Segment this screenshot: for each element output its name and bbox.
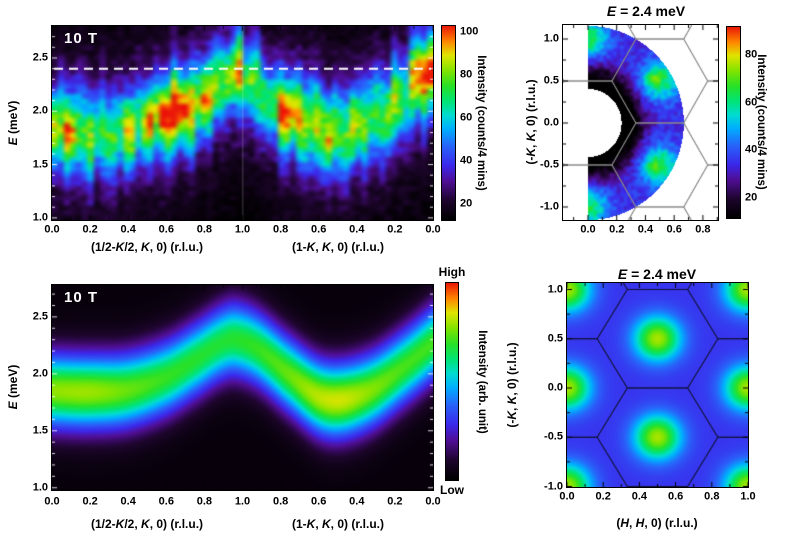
panel-b-x-tick-label: 0.8 bbox=[695, 223, 711, 236]
panel-b-y-tick-label: 0.0 bbox=[543, 116, 559, 129]
panel-b-x-tick-label: 0.4 bbox=[637, 223, 654, 236]
panel-a-colorbar-tick-label: 40 bbox=[460, 154, 473, 167]
panel-c-y-tick-label: 1.0 bbox=[32, 481, 48, 494]
panel-a-colorbar bbox=[442, 26, 455, 220]
panel-a-heatmap bbox=[52, 26, 433, 220]
panel-d-y-tick-label: -0.5 bbox=[544, 430, 563, 443]
panel-c-y-tick-label: 2.5 bbox=[32, 310, 48, 323]
panel-d-y-tick-label: 0.0 bbox=[547, 381, 563, 394]
panel-d-x-tick-label: 1.0 bbox=[740, 490, 756, 503]
panel-b-y-axis-label: (-K, K, 0) (r.l.u.) bbox=[524, 79, 538, 165]
panel-a-colorbar-tick-label: 60 bbox=[460, 111, 473, 124]
panel-d-x-tick-label: 0.8 bbox=[704, 490, 720, 503]
panel-a-x-tick-label: 0.2 bbox=[387, 223, 403, 236]
panel-d-x-tick-label: 0.4 bbox=[631, 490, 648, 503]
panel-b-y-tick-label: 1.0 bbox=[543, 32, 559, 45]
panel-a-colorbar-tick-label: 80 bbox=[460, 68, 473, 81]
panel-c-x-tick-label: 0.8 bbox=[272, 495, 289, 508]
panel-b-x-tick-label: 0.0 bbox=[580, 223, 596, 236]
panel-c-colorbar-high-label: High bbox=[438, 265, 466, 279]
panel-a-x-tick-label: 0.0 bbox=[425, 223, 441, 236]
panel-c-x-tick-label: 0.8 bbox=[196, 495, 213, 508]
panel-c-y-axis-label: E (meV) bbox=[6, 364, 20, 410]
panel-a-x-tick-label: 0.8 bbox=[196, 223, 213, 236]
panel-c-colorbar-low-label: Low bbox=[440, 483, 464, 497]
panel-b-colorbar-tick-label: 20 bbox=[745, 191, 758, 204]
panel-a-x-axis-label-right: (1-K, K, 0) (r.l.u.) bbox=[291, 240, 385, 254]
panel-b-y-tick-label: 0.5 bbox=[543, 74, 559, 87]
panel-a-x-axis-label-left: (1/2-K/2, K, 0) (r.l.u.) bbox=[90, 240, 204, 254]
panel-c-x-tick-label: 0.2 bbox=[82, 495, 98, 508]
panel-c-heatmap bbox=[52, 285, 433, 490]
panel-d-x-tick-label: 0.6 bbox=[667, 490, 684, 503]
panel-c-x-axis-label-left: (1/2-K/2, K, 0) (r.l.u.) bbox=[90, 517, 204, 531]
panel-b-colorbar-tick-label: 80 bbox=[745, 48, 758, 61]
panel-b-x-tick-label: 0.6 bbox=[666, 223, 682, 236]
panel-a-y-tick-label: 2.5 bbox=[32, 51, 48, 64]
panel-a-colorbar-tick-label: 20 bbox=[460, 197, 473, 210]
panel-d-y-tick-label: 0.5 bbox=[547, 332, 563, 345]
panel-c-colorbar-label: Intensity (arb. unit) bbox=[475, 330, 488, 434]
panel-a-x-tick-label: 0.2 bbox=[82, 223, 98, 236]
panel-a-x-tick-label: 0.4 bbox=[120, 223, 136, 236]
panel-d-heatmap bbox=[567, 283, 748, 487]
panel-d-y-tick-label: -1.0 bbox=[544, 480, 563, 492]
panel-b-colorbar-tick-label: 40 bbox=[745, 143, 758, 156]
panel-d-y-axis-label: (-K, K, 0) (r.l.u.) bbox=[505, 342, 519, 428]
panel-a-x-tick-label: 1.0 bbox=[234, 223, 251, 236]
panel-c-y-tick-label: 2.0 bbox=[32, 367, 48, 380]
panel-c-x-axis-label-right: (1-K, K, 0) (r.l.u.) bbox=[291, 517, 385, 531]
panel-b-x-tick-label: 0.2 bbox=[609, 223, 625, 236]
panel-b-y-tick-label: -0.5 bbox=[540, 158, 559, 171]
panel-d-y-tick-label: 1.0 bbox=[547, 283, 563, 295]
panel-c-x-tick-label: 1.0 bbox=[234, 495, 251, 508]
panel-a-x-tick-label: 0.6 bbox=[311, 223, 327, 236]
panel-d-x-tick-label: 0.0 bbox=[559, 490, 575, 503]
panel-c-field-label: 10 T bbox=[64, 289, 99, 306]
panel-a-colorbar-tick-label: 100 bbox=[460, 25, 479, 38]
panel-d-title: E = 2.4 meV bbox=[617, 266, 697, 282]
panel-b-heatmap bbox=[563, 25, 718, 220]
panel-c-x-tick-label: 0.2 bbox=[387, 495, 403, 508]
panel-a-colorbar-label: Intensity (counts/4 mins) bbox=[474, 55, 487, 191]
panel-c-x-tick-label: 0.0 bbox=[44, 495, 60, 508]
panel-c-x-tick-label: 0.4 bbox=[120, 495, 136, 508]
panel-a-field-label: 10 T bbox=[64, 30, 99, 47]
panel-b-colorbar-tick-label: 60 bbox=[745, 96, 758, 109]
panel-b-title: E = 2.4 meV bbox=[606, 3, 686, 19]
panel-a-x-tick-label: 0.8 bbox=[272, 223, 289, 236]
panel-c-x-tick-label: 0.0 bbox=[425, 495, 441, 508]
panel-c-x-tick-label: 0.4 bbox=[349, 495, 365, 508]
panel-a-x-tick-label: 0.0 bbox=[44, 223, 60, 236]
panel-a-x-tick-label: 0.6 bbox=[158, 223, 174, 236]
panel-d-x-axis-label: (H, H, 0) (r.l.u.) bbox=[616, 516, 698, 530]
panel-c-x-tick-label: 0.6 bbox=[158, 495, 174, 508]
panel-b-colorbar-label: Intensity (counts/4 mins) bbox=[754, 54, 767, 190]
panel-b-y-tick-label: -1.0 bbox=[540, 200, 559, 213]
panel-c-y-tick-label: 1.5 bbox=[32, 424, 48, 437]
panel-d-x-tick-label: 0.2 bbox=[595, 490, 611, 503]
panel-a-y-tick-label: 1.5 bbox=[32, 158, 48, 171]
panel-b-colorbar bbox=[727, 27, 740, 218]
panel-a-x-tick-label: 0.4 bbox=[349, 223, 365, 236]
panel-c-colorbar bbox=[446, 283, 458, 480]
panel-a-y-tick-label: 2.0 bbox=[32, 104, 48, 117]
panel-c-x-tick-label: 0.6 bbox=[311, 495, 327, 508]
panel-a-y-tick-label: 1.0 bbox=[32, 211, 48, 224]
panel-a-y-axis-label: E (meV) bbox=[6, 100, 20, 146]
